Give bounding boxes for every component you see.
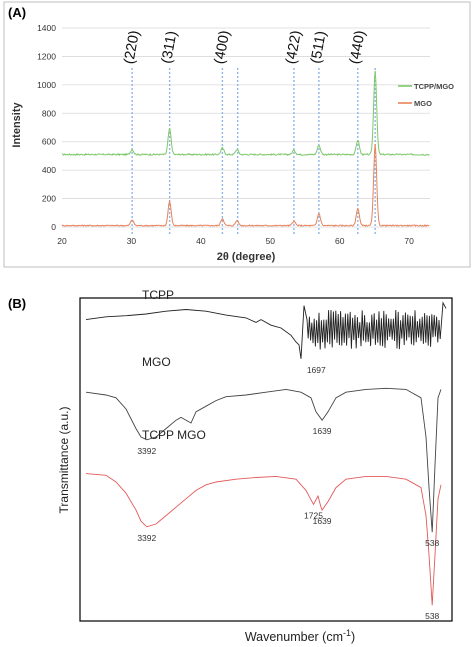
panel-a-x-tick-label: 70 [404,236,414,246]
panel-a-y-tick-label: 1000 [37,80,56,90]
panel-a-y-tick-label: 200 [42,194,56,204]
panel-b-x-axis-label-superscript: -1 [343,628,351,638]
panel-a-series-line-1 [61,143,430,227]
panel-a-x-tick-label: 60 [335,236,345,246]
panel-a-frame [3,1,471,268]
panel-a-xrd-chart: (A) Intensity 2θ (degree) 0 200 400 600 800 1… [3,1,471,268]
panel-a-hkl-label: (400) [212,29,234,65]
panel-b-series-label: MGO [142,355,171,369]
panel-a-label: (A) [8,5,26,20]
panel-b-peak-annotation: 1639 [313,516,332,526]
panel-a-x-axis-label: 2θ (degree) [217,251,276,263]
panel-b-peak-annotation: 1725 [304,510,323,520]
panel-b-peak-annotation: 1639 [313,426,332,436]
panel-b-x-axis-label: Wavenumber (cm-1) [245,628,355,644]
panel-a-y-tick-label: 400 [42,165,56,175]
panel-a-y-tick-label: 1400 [37,23,56,33]
panel-a-x-tick-label: 30 [127,236,137,246]
panel-b-peak-annotation: 538 [425,538,439,548]
panel-a-y-tick-label: 600 [42,137,56,147]
panel-a-hkl-label: (511) [308,30,329,65]
panel-b-ftir-chart: (B) Transmittance (a.u.) Wavenumber (cm-… [8,288,453,644]
panel-a-hkl-label: (422) [283,29,305,65]
panel-a-legend-label: TCPP/MGO [414,82,454,91]
panel-a-hkl-label: (311) [159,30,180,65]
panel-a-y-tick-label: 1200 [37,51,56,61]
panel-b-series-line-2 [85,473,442,606]
panel-a-y-axis-label: Intensity [11,102,23,148]
panel-a-x-tick-label: 50 [266,236,276,246]
panel-a-legend-label: MGO [414,99,432,108]
panel-b-plot-frame [79,297,453,622]
panel-b-series-label: TCPP [142,288,174,302]
panel-b-series-line-0 [85,301,447,359]
panel-b-y-axis-label: Transmittance (a.u.) [57,407,71,514]
panel-b-label: (B) [8,296,26,311]
panel-b-peak-annotation: 3392 [137,446,156,456]
panel-a-series-line-0 [61,70,430,157]
panel-a-y-tick-label: 0 [51,222,56,232]
panel-b-peak-annotation: 538 [425,611,439,621]
panel-a-x-tick-label: 40 [196,236,206,246]
panel-a-x-tick-label: 20 [57,236,67,246]
panel-a-hkl-label: (220) [121,29,143,65]
panel-a-hkl-label: (440) [347,29,369,65]
panel-b-x-axis-label-main: Wavenumber (cm [245,630,343,644]
panel-b-x-axis-label-suffix: ) [351,630,355,644]
panel-b-series-label: TCPP MGO [142,428,206,442]
panel-b-peak-annotation: 3392 [137,533,156,543]
panel-b-series-line-1 [85,387,442,533]
panel-a-y-tick-label: 800 [42,108,56,118]
panel-b-peak-annotation: 1697 [307,365,326,375]
